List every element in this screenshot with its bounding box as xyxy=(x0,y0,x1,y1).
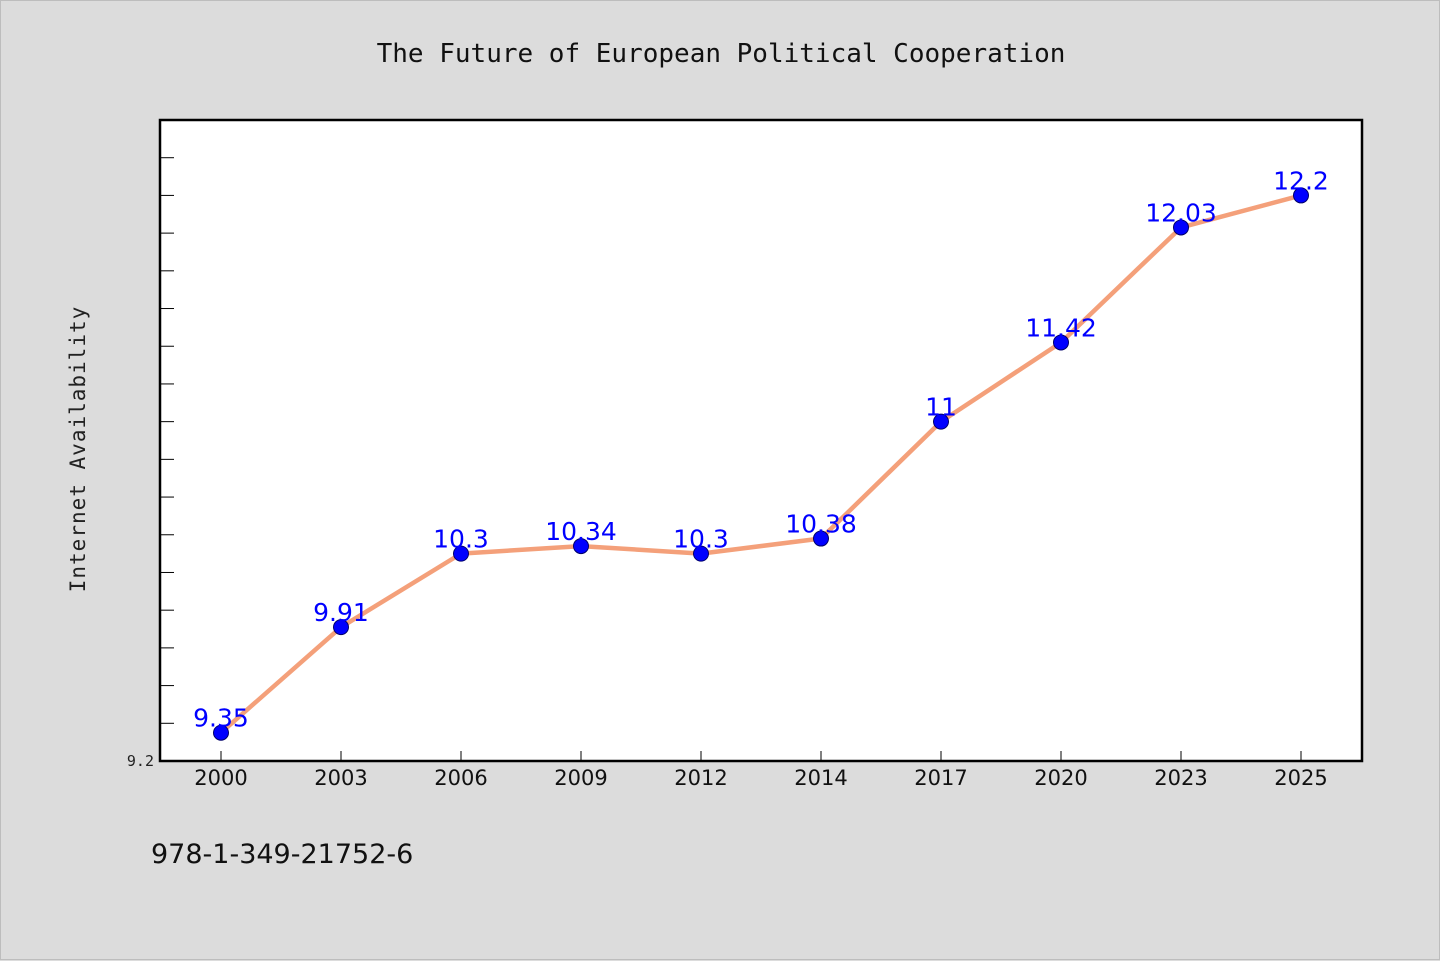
chart-title: The Future of European Political Coopera… xyxy=(377,39,1066,69)
data-label: 10.3 xyxy=(673,525,729,554)
data-point xyxy=(1053,334,1069,351)
data-label: 10.34 xyxy=(545,517,617,546)
series-line xyxy=(218,193,1304,735)
y-axis-title: Internet Availability xyxy=(66,306,90,593)
data-point xyxy=(453,545,469,562)
plot-area xyxy=(158,118,1364,763)
y-axis-ticks: 9.2 xyxy=(127,157,174,770)
data-point xyxy=(1173,219,1189,236)
x-tick-label: 2025 xyxy=(1274,766,1327,790)
data-label: 12.2 xyxy=(1273,166,1329,195)
data-point xyxy=(933,413,949,430)
x-axis-ticks: 2000 2003 2006 2009 2012 2014 2017 2020 2023 2025 xyxy=(194,751,1328,790)
isbn-footer: 978-1-349-21752-6 xyxy=(151,839,413,870)
data-labels: 9.35 9.91 10.3 10.34 10.3 10.38 11 11.42 12.03 12… xyxy=(193,166,1329,732)
x-tick-label: 2000 xyxy=(194,766,247,790)
data-point xyxy=(573,538,589,555)
x-tick-label: 2023 xyxy=(1154,766,1207,790)
x-tick-label: 2020 xyxy=(1034,766,1087,790)
data-label: 11.42 xyxy=(1025,313,1097,342)
data-label: 11 xyxy=(925,393,957,422)
x-tick-label: 2009 xyxy=(554,766,607,790)
series-layer xyxy=(213,187,1309,741)
data-label: 9.35 xyxy=(193,704,249,733)
data-point xyxy=(693,545,709,562)
data-label: 10.3 xyxy=(433,525,489,554)
x-tick-label: 2014 xyxy=(794,766,847,790)
x-tick-label: 2017 xyxy=(914,766,967,790)
x-tick-label: 2003 xyxy=(314,766,367,790)
data-point xyxy=(213,724,229,741)
data-point xyxy=(333,619,349,636)
data-point xyxy=(813,530,829,547)
data-label: 12.03 xyxy=(1145,198,1217,227)
data-point xyxy=(1293,187,1309,204)
x-tick-label: 2006 xyxy=(434,766,487,790)
x-tick-label: 2012 xyxy=(674,766,727,790)
data-label: 9.91 xyxy=(313,598,369,627)
y-tick-label: 9.2 xyxy=(127,752,154,770)
data-label: 10.38 xyxy=(785,510,857,539)
